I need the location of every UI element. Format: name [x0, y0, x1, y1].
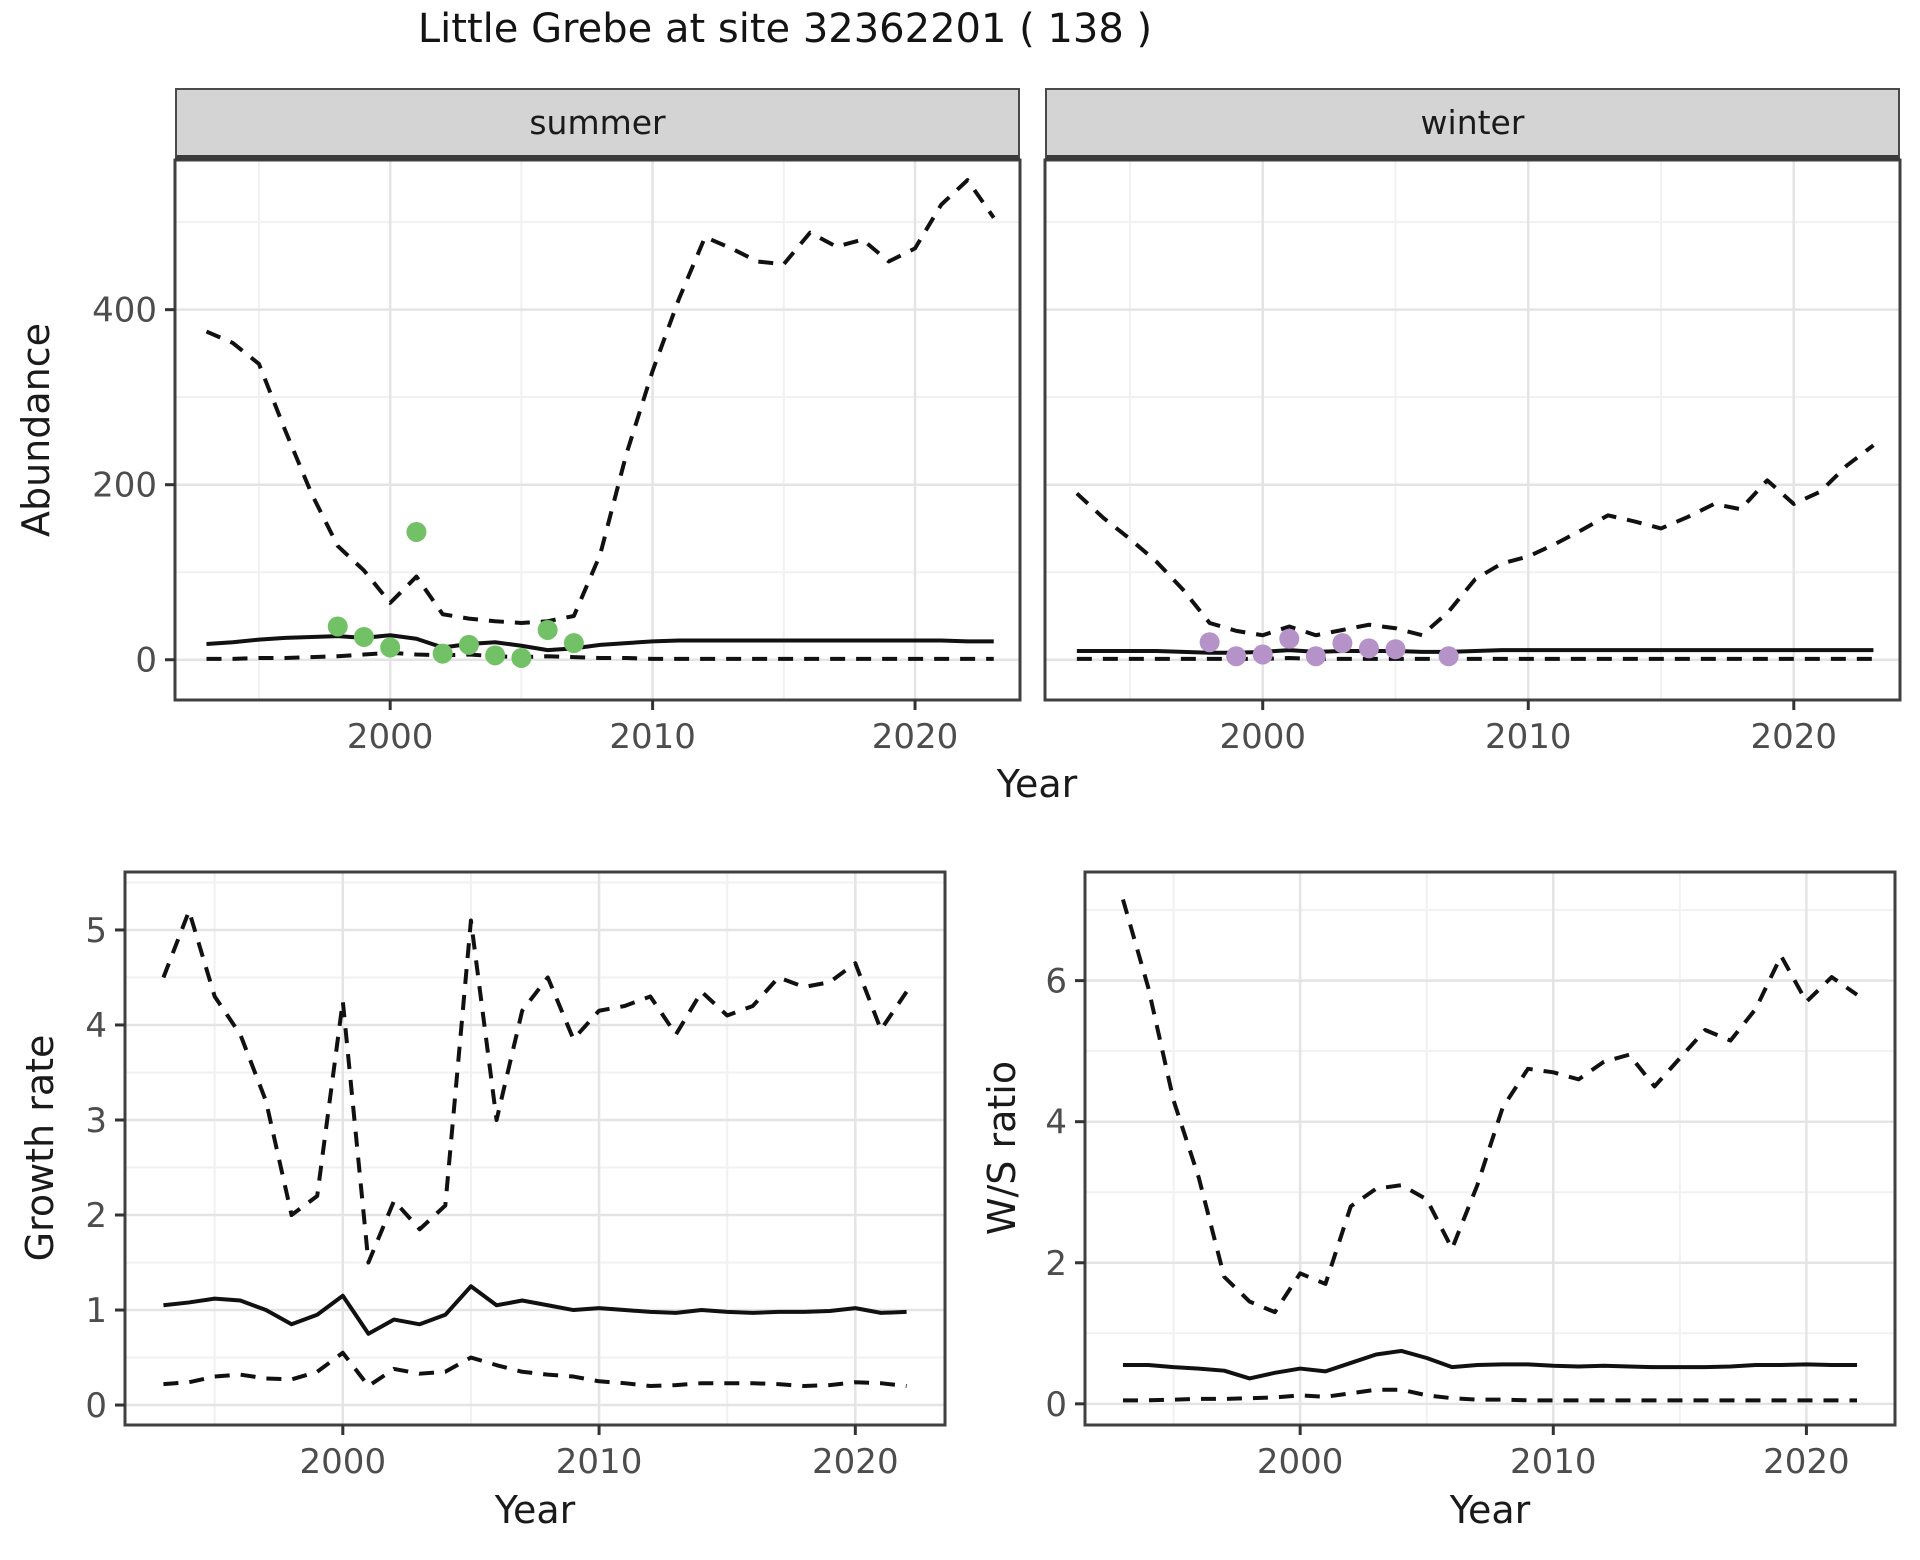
x-tick-label: 2000 [347, 717, 434, 757]
observed_counts-point [485, 645, 506, 666]
ci_upper-line [205, 178, 996, 625]
y-axis-title-growth-rate: Growth rate [18, 1034, 62, 1262]
facet-strip-summer: summer [175, 88, 1020, 160]
y-tick-label: 0 [85, 1386, 107, 1426]
observed_counts-point [563, 633, 584, 654]
median-line [163, 1284, 907, 1336]
ci_lower-line [1122, 1387, 1858, 1403]
x-tick-label: 2000 [1219, 717, 1306, 757]
panel-border [1043, 158, 1902, 702]
x-tick-label: 2010 [1510, 1442, 1597, 1482]
panel-border [1083, 870, 1897, 1427]
x-axis-title-year-bottom-right: Year [1449, 1488, 1531, 1532]
panel-background [175, 160, 1020, 700]
observed_counts-point [1252, 644, 1273, 665]
x-tick-label: 2020 [872, 717, 959, 757]
observed_counts-point [380, 637, 401, 658]
median-line [1122, 1348, 1858, 1381]
y-tick-label: 0 [135, 641, 157, 681]
ci_lower-line [1076, 655, 1874, 661]
observed_counts-point [511, 647, 532, 668]
observed_counts-point [1358, 638, 1379, 659]
y-tick-label: 2 [85, 1196, 107, 1236]
observed_counts-point [1199, 632, 1220, 653]
observed_counts-point [432, 643, 453, 664]
x-tick-label: 2010 [1485, 717, 1572, 757]
observed_counts-point [327, 616, 348, 637]
y-tick-label: 6 [1045, 962, 1067, 1002]
x-tick-label: 2020 [1763, 1442, 1850, 1482]
panel-background [1085, 872, 1895, 1425]
x-axis-title-year-bottom-left: Year [494, 1488, 576, 1532]
y-axis-title-ws-ratio: W/S ratio [980, 1060, 1024, 1236]
y-tick-label: 2 [1045, 1244, 1067, 1284]
ci_upper-line [1121, 898, 1859, 1315]
y-tick-label: 1 [85, 1291, 107, 1331]
ci_lower-line [163, 1350, 907, 1389]
observed_counts-point [1226, 646, 1247, 667]
observed_counts-point [1279, 628, 1300, 649]
observed_counts-point [1305, 646, 1326, 667]
facet-strip-summer-label: summer [529, 103, 666, 142]
x-tick-label: 2020 [1751, 717, 1838, 757]
observed_counts-point [1332, 633, 1353, 654]
x-tick-label: 2010 [556, 1442, 643, 1482]
y-tick-label: 200 [92, 466, 157, 506]
panel-background [125, 872, 945, 1425]
facet-strip-winter: winter [1045, 88, 1900, 160]
observed_counts-point [1438, 646, 1459, 667]
y-tick-label: 4 [1045, 1103, 1067, 1143]
y-tick-label: 0 [1045, 1385, 1067, 1425]
median-line [1076, 648, 1874, 655]
ci_upper-line [161, 908, 909, 1265]
y-tick-label: 4 [85, 1006, 107, 1046]
observed_counts-point [537, 619, 558, 640]
y-axis-title-abundance: Abundance [14, 322, 58, 538]
x-tick-label: 2010 [609, 717, 696, 757]
panel-border [123, 870, 947, 1427]
observed_counts-point [406, 521, 427, 542]
y-tick-label: 3 [85, 1101, 107, 1141]
ci_upper-line [1075, 443, 1875, 638]
x-tick-label: 2020 [812, 1442, 899, 1482]
x-tick-label: 2000 [1257, 1442, 1344, 1482]
x-axis-title-year-top: Year [996, 762, 1078, 806]
y-tick-label: 400 [92, 291, 157, 331]
observed_counts-point [353, 626, 374, 647]
panel-background [1045, 160, 1900, 700]
x-tick-label: 2000 [300, 1442, 387, 1482]
facet-strip-winter-label: winter [1420, 103, 1525, 142]
observed_counts-point [458, 634, 479, 655]
y-tick-label: 5 [85, 911, 107, 951]
ci_lower-line [206, 650, 994, 661]
plot-title: Little Grebe at site 32362201 ( 138 ) [417, 6, 1153, 52]
observed_counts-point [1385, 639, 1406, 660]
panel-border [173, 158, 1022, 702]
